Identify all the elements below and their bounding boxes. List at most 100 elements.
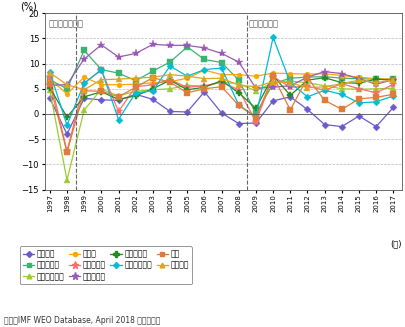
ブルネイ bbox=[47, 96, 52, 100]
ブルネイ bbox=[184, 110, 189, 114]
ブルネイ bbox=[356, 114, 360, 118]
ラオス bbox=[270, 71, 275, 75]
マレーシア bbox=[253, 120, 258, 124]
ベトナム bbox=[116, 77, 121, 81]
シンガポール bbox=[116, 118, 121, 122]
ミャンマー bbox=[184, 43, 189, 47]
ベトナム bbox=[64, 83, 69, 87]
シンガポール bbox=[184, 74, 189, 78]
マレーシア bbox=[201, 84, 206, 88]
マレーシア bbox=[356, 87, 360, 91]
ラオス bbox=[81, 75, 86, 79]
ベトナム bbox=[287, 81, 292, 85]
ラオス bbox=[184, 76, 189, 80]
ブルネイ bbox=[253, 121, 258, 125]
Text: 資料：IMF WEO Database, April 2018 から作成。: 資料：IMF WEO Database, April 2018 から作成。 bbox=[4, 316, 160, 325]
フィリピン bbox=[47, 86, 52, 90]
インドネシア bbox=[47, 88, 52, 92]
ベトナム bbox=[133, 76, 138, 80]
ベトナム bbox=[81, 88, 86, 92]
カンボジア bbox=[81, 48, 86, 52]
ラオス bbox=[339, 74, 343, 77]
ブルネイ bbox=[339, 125, 343, 129]
マレーシア bbox=[99, 68, 104, 72]
ミャンマー bbox=[373, 82, 378, 86]
フィリピン bbox=[287, 93, 292, 97]
フィリピン bbox=[150, 87, 155, 91]
マレーシア bbox=[184, 85, 189, 89]
Text: (年): (年) bbox=[390, 239, 401, 248]
カンボジア bbox=[116, 71, 121, 75]
タイ bbox=[116, 95, 121, 99]
カンボジア bbox=[304, 75, 309, 79]
ラオス bbox=[322, 72, 326, 76]
ラオス bbox=[287, 72, 292, 76]
ミャンマー bbox=[64, 83, 69, 87]
インドネシア bbox=[356, 87, 360, 91]
シンガポール bbox=[167, 64, 172, 68]
ブルネイ bbox=[236, 122, 241, 126]
インドネシア bbox=[390, 86, 395, 90]
カンボジア bbox=[47, 78, 52, 82]
ラオス bbox=[253, 74, 258, 78]
マレーシア bbox=[287, 85, 292, 89]
タイ bbox=[133, 85, 138, 89]
インドネシア bbox=[201, 84, 206, 88]
ミャンマー bbox=[356, 77, 360, 81]
ブルネイ bbox=[133, 92, 138, 96]
フィリピン bbox=[390, 78, 395, 82]
ミャンマー bbox=[236, 60, 241, 64]
ラオス bbox=[133, 82, 138, 86]
インドネシア bbox=[116, 94, 121, 98]
ラオス bbox=[304, 72, 309, 76]
タイ bbox=[304, 76, 309, 79]
ラオス bbox=[390, 77, 395, 81]
カンボジア bbox=[150, 69, 155, 73]
マレーシア bbox=[116, 110, 121, 113]
タイ bbox=[270, 74, 275, 78]
ラオス bbox=[356, 75, 360, 79]
ベトナム bbox=[253, 85, 258, 89]
シンガポール bbox=[201, 68, 206, 72]
ブルネイ bbox=[304, 108, 309, 112]
Line: シンガポール: シンガポール bbox=[47, 35, 395, 128]
ベトナム bbox=[47, 71, 52, 75]
タイ bbox=[150, 76, 155, 79]
Line: ラオス: ラオス bbox=[47, 68, 395, 96]
マレーシア bbox=[270, 75, 275, 78]
カンボジア bbox=[167, 60, 172, 64]
タイ bbox=[287, 108, 292, 112]
シンガポール bbox=[287, 81, 292, 85]
マレーシア bbox=[390, 82, 395, 86]
カンボジア bbox=[356, 77, 360, 81]
ベトナム bbox=[219, 76, 224, 80]
ベトナム bbox=[167, 73, 172, 77]
カンボジア bbox=[253, 112, 258, 115]
ブルネイ bbox=[99, 98, 104, 102]
タイ bbox=[81, 89, 86, 93]
フィリピン bbox=[81, 95, 86, 99]
ベトナム bbox=[150, 75, 155, 79]
フィリピン bbox=[116, 97, 121, 101]
シンガポール bbox=[322, 88, 326, 92]
ミャンマー bbox=[287, 84, 292, 88]
フィリピン bbox=[304, 78, 309, 82]
フィリピン bbox=[133, 94, 138, 98]
タイ bbox=[356, 97, 360, 101]
カンボジア bbox=[64, 87, 69, 91]
Text: (%): (%) bbox=[19, 1, 36, 11]
カンボジア bbox=[99, 68, 104, 72]
タイ bbox=[339, 108, 343, 112]
Text: アジア通貨危機: アジア通貨危機 bbox=[48, 19, 83, 28]
ラオス bbox=[47, 77, 52, 81]
マレーシア bbox=[167, 78, 172, 82]
ミャンマー bbox=[116, 55, 121, 59]
タイ bbox=[219, 85, 224, 89]
マレーシア bbox=[304, 84, 309, 88]
ベトナム bbox=[184, 74, 189, 78]
インドネシア bbox=[339, 87, 343, 91]
ブルネイ bbox=[322, 123, 326, 127]
タイ bbox=[253, 115, 258, 119]
ラオス bbox=[167, 80, 172, 84]
ミャンマー bbox=[133, 51, 138, 55]
